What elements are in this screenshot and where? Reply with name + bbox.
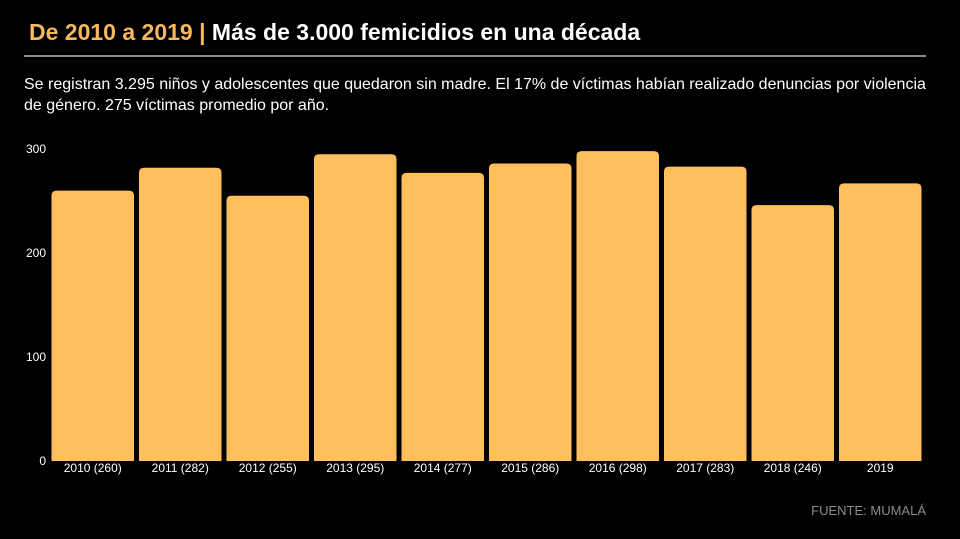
bar-7 [576,151,659,461]
y-tick-label: 200 [26,246,46,260]
source-note: FUENTE: MUMALÁ [811,503,926,518]
bar-10 [839,183,922,461]
x-tick-label: 2012 (255) [239,461,297,475]
x-tick-label: 2013 (295) [326,461,384,475]
bar-2 [139,167,222,461]
x-tick-label: 2010 (260) [64,461,122,475]
y-tick-label: 0 [39,454,46,468]
y-tick-label: 300 [26,142,46,156]
x-tick-label: 2019 [867,461,894,475]
bar-1 [51,190,134,461]
x-tick-label: 2014 (277) [414,461,472,475]
bar-3 [226,195,309,462]
bar-8 [664,166,747,461]
bar-6 [489,163,572,461]
title-divider [24,55,926,57]
x-tick-label: 2016 (298) [589,461,647,475]
title-years: De 2010 a 2019 | [29,19,206,45]
bar-9 [751,205,834,461]
x-tick-label: 2011 (282) [152,461,209,475]
chart-title: De 2010 a 2019 | Más de 3.000 femicidios… [29,19,640,46]
x-tick-label: 2018 (246) [764,461,822,475]
y-tick-label: 100 [26,350,46,364]
x-tick-label: 2017 (283) [676,461,734,475]
bar-4 [314,154,397,461]
x-tick-label: 2015 (286) [501,461,559,475]
bar-5 [401,172,484,462]
chart-subtitle: Se registran 3.295 niños y adolescentes … [24,76,926,114]
title-headline: Más de 3.000 femicidios en una década [211,19,641,45]
